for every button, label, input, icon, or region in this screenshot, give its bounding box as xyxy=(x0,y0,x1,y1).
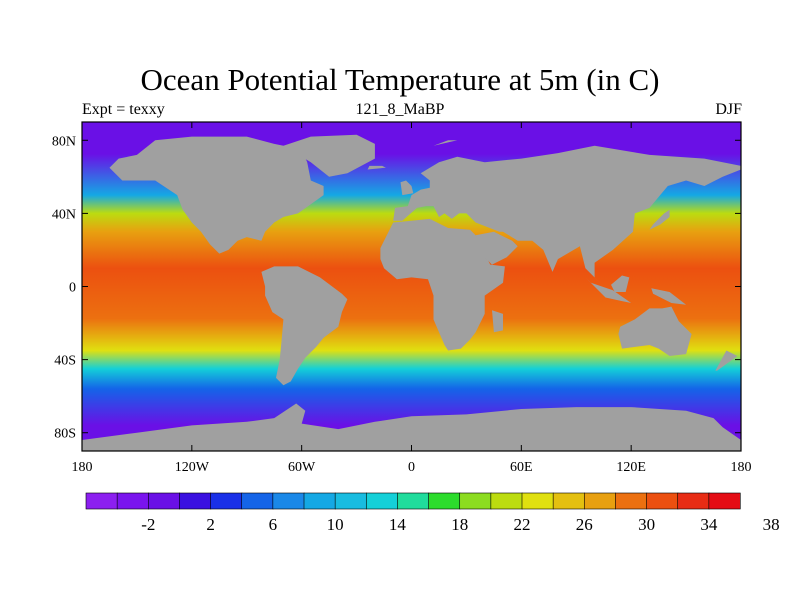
colorbar-swatch xyxy=(241,492,274,510)
land-eurasia xyxy=(393,145,741,285)
time-label: 121_8_MaBP xyxy=(355,101,445,118)
land-madagascar xyxy=(492,310,503,333)
land-iceland xyxy=(367,165,386,170)
x-axis: 180 120W 60W 0 60E 120E 180 xyxy=(72,122,752,475)
colorbar-swatch xyxy=(521,492,554,510)
colorbar-label: 14 xyxy=(389,515,407,534)
colorbar-label: 26 xyxy=(576,515,593,534)
colorbar-label: 22 xyxy=(514,515,531,534)
colorbar-label: 34 xyxy=(700,515,718,534)
colorbar-swatch xyxy=(334,492,367,510)
y-tick-label: 40S xyxy=(54,354,76,369)
y-tick-label: 0 xyxy=(69,281,76,296)
colorbar-label: -2 xyxy=(141,515,155,534)
colorbar: -226101418222630343842 xyxy=(85,492,780,534)
x-tick-label: 0 xyxy=(408,460,415,475)
experiment-label: Expt = texxy xyxy=(82,101,165,118)
x-tick-label: 180 xyxy=(72,460,93,475)
x-tick-label: 120W xyxy=(175,460,210,475)
x-tick-label: 120E xyxy=(616,460,646,475)
colorbar-label: 6 xyxy=(269,515,278,534)
land-south-america xyxy=(261,266,348,386)
colorbar-swatch xyxy=(459,492,492,510)
season-label: DJF xyxy=(715,101,742,118)
land-japan xyxy=(649,209,670,230)
colorbar-swatch xyxy=(552,492,585,510)
colorbar-swatch xyxy=(646,492,679,510)
land-antarctica xyxy=(82,403,741,451)
colorbar-swatch xyxy=(397,492,430,510)
land-greenland xyxy=(283,134,375,177)
land-borneo xyxy=(611,275,630,292)
colorbar-label: 30 xyxy=(638,515,655,534)
colorbar-label: 38 xyxy=(763,515,780,534)
land-svalbard xyxy=(433,140,458,146)
plot-area xyxy=(82,122,741,451)
y-tick-label: 80S xyxy=(54,427,76,442)
colorbar-swatch xyxy=(428,492,461,510)
colorbar-swatch xyxy=(272,492,305,510)
chart-title: Ocean Potential Temperature at 5m (in C) xyxy=(140,62,660,97)
colorbar-swatch xyxy=(677,492,710,510)
land-arabia xyxy=(475,231,518,265)
land-new-guinea xyxy=(651,288,687,305)
y-tick-label: 40N xyxy=(52,207,76,222)
colorbar-swatch xyxy=(179,492,212,510)
colorbar-swatch xyxy=(85,492,118,510)
x-tick-label: 180 xyxy=(731,460,752,475)
land-north-america xyxy=(109,136,324,254)
colorbar-swatch xyxy=(365,492,399,510)
land-layer xyxy=(82,134,741,451)
colorbar-swatch xyxy=(303,492,336,510)
land-new-zealand xyxy=(715,350,738,371)
colorbar-swatch xyxy=(615,492,648,510)
colorbar-label: 2 xyxy=(206,515,215,534)
colorbar-swatch xyxy=(583,492,617,510)
x-tick-label: 60E xyxy=(510,460,533,475)
colorbar-swatch xyxy=(708,492,741,510)
y-tick-label: 80N xyxy=(52,134,76,149)
colorbar-label: 18 xyxy=(451,515,468,534)
colorbar-swatch xyxy=(147,492,181,510)
colorbar-label: 10 xyxy=(327,515,344,534)
land-africa xyxy=(380,218,505,351)
colorbar-swatch xyxy=(490,492,523,510)
land-indonesia xyxy=(585,277,632,303)
colorbar-swatch xyxy=(116,492,149,510)
x-tick-label: 60W xyxy=(288,460,316,475)
colorbar-swatch xyxy=(210,492,243,510)
land-uk xyxy=(400,180,414,196)
y-axis: 80N 40N 0 40S 80S xyxy=(52,134,741,442)
land-australia xyxy=(618,306,692,356)
